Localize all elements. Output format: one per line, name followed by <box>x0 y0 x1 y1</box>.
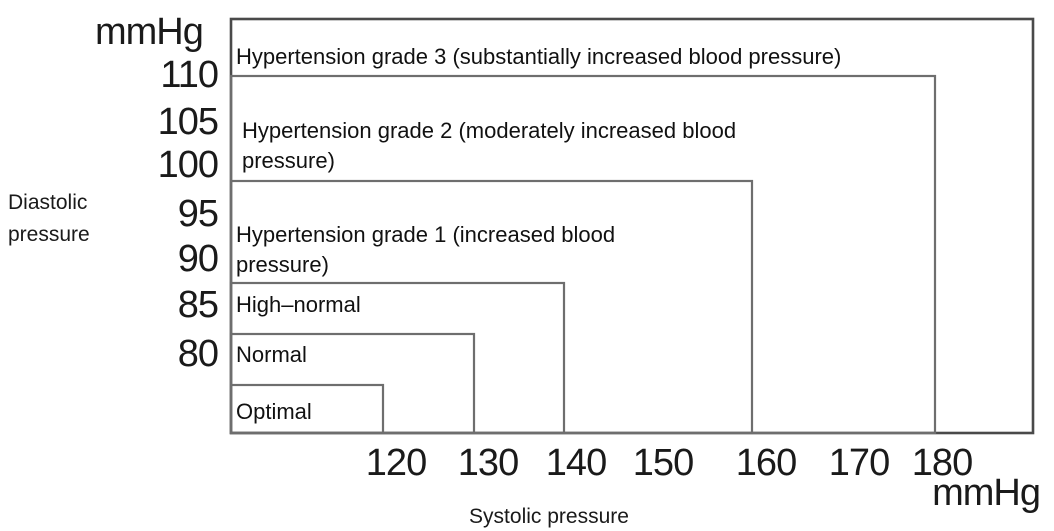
y-tick-label: 100 <box>158 144 218 186</box>
y-axis-title-line2: pressure <box>8 223 90 246</box>
x-tick-label: 140 <box>546 442 606 484</box>
x-axis-unit: mmHg <box>932 472 1040 514</box>
grade2-zone-box <box>229 74 937 435</box>
y-tick-label: 105 <box>158 101 218 143</box>
y-tick-label: 85 <box>178 284 218 326</box>
grade2-label-line2: pressure) <box>242 148 335 173</box>
y-tick-label: 95 <box>178 193 218 235</box>
y-axis-title-line1: Diastolic <box>8 191 87 214</box>
y-tick-label: 90 <box>178 238 218 280</box>
x-tick-label: 120 <box>366 442 426 484</box>
optimal-label: Optimal <box>236 399 312 424</box>
grade2-label-line1: Hypertension grade 2 (moderately increas… <box>242 118 737 143</box>
y-axis-unit: mmHg <box>95 11 203 53</box>
grade3-label: Hypertension grade 3 (substantially incr… <box>236 44 842 69</box>
x-tick-label: 130 <box>458 442 518 484</box>
grade1-label-line1: Hypertension grade 1 (increased blood <box>236 222 616 247</box>
x-tick-label: 180 <box>912 442 972 484</box>
x-tick-label: 160 <box>736 442 796 484</box>
x-axis-title: Systolic pressure <box>469 505 629 528</box>
x-tick-label: 170 <box>829 442 889 484</box>
grade1-label-line2: pressure) <box>236 252 329 277</box>
y-tick-label: 110 <box>160 54 218 96</box>
grade1-label: Hypertension grade 1 (increased blood pr… <box>236 220 744 280</box>
x-tick-label: 150 <box>633 442 693 484</box>
normal-label: Normal <box>236 342 307 367</box>
high-normal-label: High–normal <box>236 292 361 317</box>
grade2-label: Hypertension grade 2 (moderately increas… <box>242 116 906 176</box>
y-tick-label: 80 <box>178 333 218 375</box>
